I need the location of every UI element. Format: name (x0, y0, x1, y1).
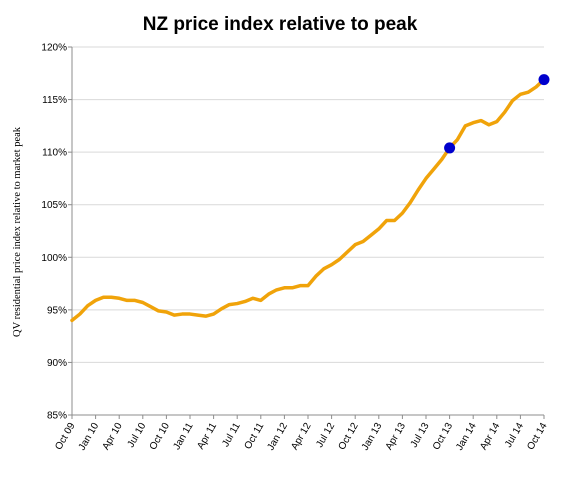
x-tick-label: Oct 10 (148, 421, 172, 452)
x-tick-label: Jul 14 (503, 421, 526, 450)
x-tick-label: Apr 13 (384, 421, 408, 452)
x-tick-label: Oct 11 (243, 421, 267, 452)
y-tick-label: 115% (42, 95, 67, 106)
x-tick-label: Oct 12 (337, 421, 361, 452)
x-tick-label: Jan 10 (77, 421, 102, 453)
y-tick-label: 110% (42, 148, 67, 159)
y-tick-label: 100% (41, 253, 67, 264)
x-tick-label: Jul 11 (220, 421, 243, 449)
x-tick-label: Apr 12 (289, 421, 313, 452)
y-tick-label: 95% (47, 305, 67, 316)
gridlines (72, 46, 544, 416)
x-tick-label: Apr 10 (101, 421, 125, 452)
x-tick-label: Jan 14 (454, 421, 479, 453)
x-tick-label: Jan 13 (360, 421, 385, 453)
x-tick-label: Jan 11 (171, 421, 195, 452)
x-tick-label: Jan 12 (265, 421, 290, 453)
series-layer (70, 77, 546, 323)
x-tick-label: Jul 13 (409, 421, 432, 450)
y-tick-label: 90% (47, 358, 67, 369)
series-line (70, 77, 546, 323)
x-tick-label: Oct 09 (53, 421, 77, 452)
x-tick-label: Apr 11 (195, 421, 219, 452)
x-tick-label: Jul 10 (126, 421, 149, 450)
y-tick-labels: 85% 90% 95% 100% 105% 110% 115% 120% (41, 43, 67, 422)
highlight-marker (538, 74, 550, 86)
y-tick-label: 85% (47, 411, 67, 422)
x-tick-labels: Oct 09 Jan 10 Apr 10 Jul 10 Oct 10 Jan 11 Apr … (53, 421, 549, 453)
y-tick-label: 120% (41, 43, 67, 54)
x-tick-label: Oct 13 (431, 421, 455, 452)
axes (68, 46, 545, 419)
x-tick-label: Oct 14 (525, 421, 549, 452)
y-axis-label: QV residential price index relative to m… (12, 126, 23, 337)
highlight-marker (444, 142, 456, 154)
markers (444, 74, 550, 154)
chart-title: NZ price index relative to peak (143, 14, 418, 35)
y-tick-label: 105% (41, 200, 67, 211)
x-tick-label: Apr 14 (478, 421, 502, 452)
x-tick-label: Jul 12 (314, 421, 337, 450)
